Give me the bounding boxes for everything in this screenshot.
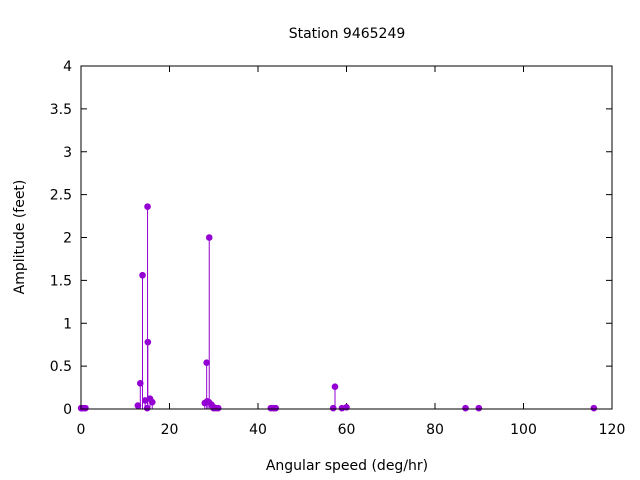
data-point <box>144 338 152 346</box>
data-point <box>143 404 151 412</box>
data-point <box>329 404 337 412</box>
x-axis-title: Angular speed (deg/hr) <box>266 458 428 474</box>
y-tick-label: 3.5 <box>50 102 72 118</box>
data-point <box>144 203 151 210</box>
data-point <box>148 398 156 406</box>
data-point <box>331 383 339 391</box>
y-tick-label: 1.5 <box>50 273 72 289</box>
chart-title: Station 9465249 <box>289 26 406 42</box>
y-tick-label: 4 <box>63 59 72 75</box>
data-marks <box>77 203 598 412</box>
y-tick-label: 2.5 <box>50 188 72 204</box>
data-point <box>139 271 146 279</box>
data-point <box>462 404 469 412</box>
y-tick-label: 3 <box>63 145 72 161</box>
plot-frame <box>80 65 613 410</box>
x-tick-label: 0 <box>77 422 86 438</box>
y-axis-title: Amplitude (feet) <box>12 180 28 295</box>
x-tick-label: 80 <box>426 422 444 438</box>
data-point <box>82 404 89 412</box>
data-point <box>590 404 598 412</box>
y-tick-label: 2 <box>63 231 72 247</box>
data-point <box>343 403 350 411</box>
axis-ticks: 0 20 40 60 80 100 120 0 0.5 1 1.5 2 2.5 3 3.5 4 <box>50 59 626 438</box>
data-point <box>134 402 142 409</box>
x-tick-label: 120 <box>599 422 626 438</box>
data-point <box>203 359 210 366</box>
data-point <box>214 404 222 412</box>
y-tick-label: 1 <box>63 316 72 332</box>
x-tick-label: 100 <box>510 422 537 438</box>
x-tick-label: 60 <box>338 422 356 438</box>
x-tick-label: 20 <box>161 422 179 438</box>
data-point <box>205 234 213 241</box>
data-point <box>475 404 483 412</box>
data-point <box>272 404 280 412</box>
x-tick-label: 40 <box>249 422 267 438</box>
y-tick-label: 0.5 <box>50 359 72 375</box>
data-point <box>136 379 144 387</box>
y-tick-label: 0 <box>63 402 72 418</box>
